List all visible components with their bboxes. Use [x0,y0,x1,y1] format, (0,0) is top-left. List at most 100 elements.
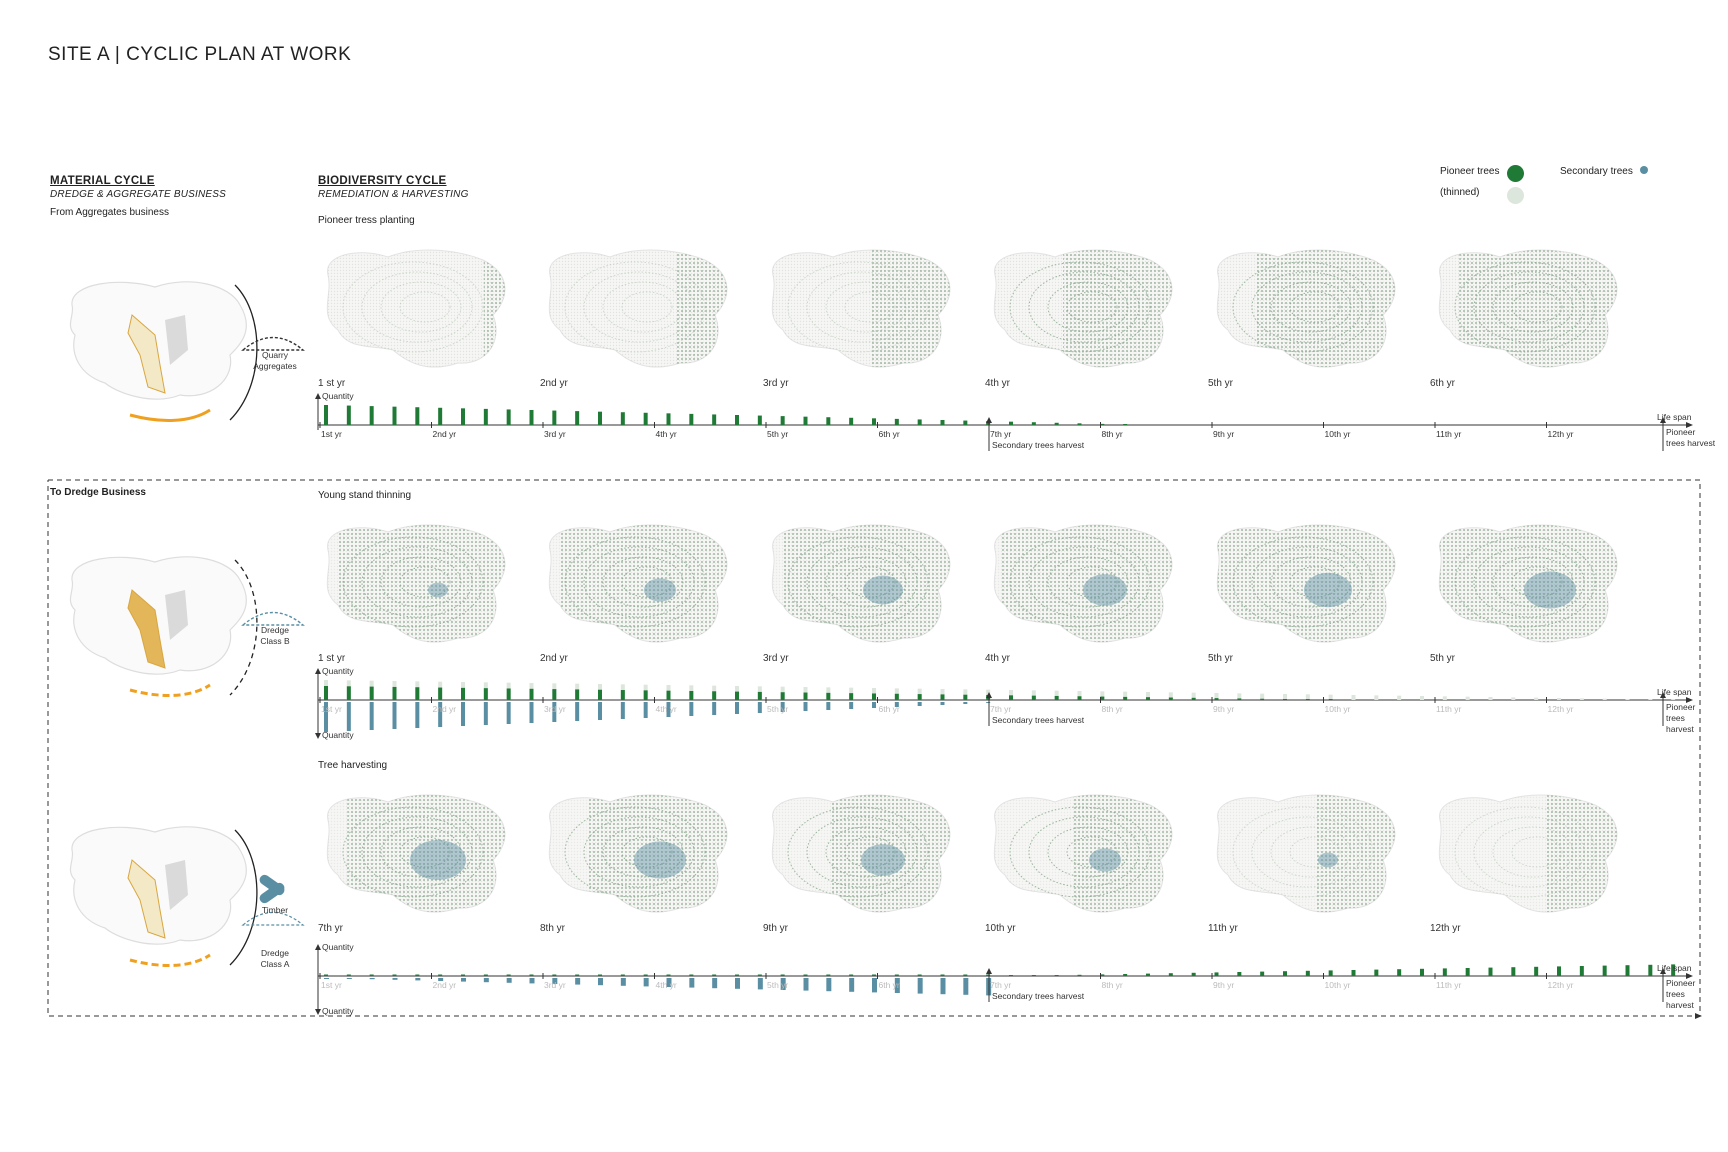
lifespan-label: Life span [1657,963,1692,973]
pioneer-bar [735,691,739,700]
tick-label: 10th yr [1325,704,1351,714]
pioneer-bar [1031,695,1036,700]
pioneer-bar [757,974,762,976]
pioneer-bar [940,694,945,700]
tick-label: 12th yr [1548,980,1574,990]
secondary-bar [392,702,397,729]
pioneer-bar [917,419,922,425]
secondary-bar [552,978,558,984]
secondary-bar [963,978,969,995]
material-cycle-heading: MATERIAL CYCLE [50,175,155,187]
pioneer-bar [1328,970,1333,976]
tick-label: 11th yr [1436,429,1462,439]
pioneer-bar [552,689,557,700]
pioneer-bar [940,420,945,425]
axis-quantity-top: Quantity [322,942,354,952]
pioneer-bar [1237,698,1242,700]
map-year-label: 8th yr [540,923,566,934]
thinned-bar [1671,699,1676,700]
thinned-bar [1420,696,1424,700]
end-harvest-note: Pioneer [1666,427,1696,437]
pioneer-bar [369,406,374,425]
thinned-bar [1579,698,1584,700]
thinned-bar [1214,693,1219,700]
secondary-harvest-note: Secondary trees harvest [992,715,1085,725]
pioneer-bar [483,688,488,700]
site-map [993,524,1173,643]
secondary-harvest-note: Secondary trees harvest [992,991,1085,1001]
thinned-bar [1237,693,1242,700]
thinned-bar [1328,694,1333,700]
pioneer-bar [1351,970,1356,976]
tick-label: 8th yr [1102,429,1123,439]
pioneer-bar [392,686,397,700]
pioneer-bar [1511,967,1516,976]
tick-label: 7th yr [990,980,1011,990]
thinned-bar [1191,692,1196,700]
pioneer-bar [1191,972,1196,976]
legend-pioneer-label: Pioneer trees [1440,166,1500,177]
pioneer-bar [1123,974,1128,976]
axis-quantity-bottom: Quantity [322,1006,354,1016]
map-year-label: 4th yr [985,378,1011,389]
tick-label: 11th yr [1436,704,1462,714]
pioneer-bar [963,694,968,700]
tick-label: 3rd yr [544,429,566,439]
pioneer-bar [1328,699,1333,700]
pioneer-bar [963,974,968,976]
pioneer-bar [1031,975,1036,976]
tick-label: 11th yr [1436,980,1462,990]
pioneer-bar [643,412,648,425]
pioneer-bar [1397,969,1402,976]
secondary-bar [620,702,625,719]
pioneer-bar [1100,974,1105,976]
tick-label: 12th yr [1548,704,1574,714]
map-year-label: 5th yr [1430,653,1456,664]
biodiversity-cycle-heading: BIODIVERSITY CYCLE [318,175,447,187]
pioneer-bar [1602,965,1607,976]
map-year-label: 5th yr [1208,378,1234,389]
thinned-bar [1397,695,1402,700]
map-year-label: 5th yr [1208,653,1234,664]
material-map [69,556,258,697]
stage-label: Tree harvesting [318,760,388,771]
secondary-bar [506,702,511,724]
pioneer-bar [1146,697,1150,700]
map-year-label: 11th yr [1208,923,1238,934]
pioneer-bar [872,418,876,425]
pioneer-bar [552,410,557,425]
pioneer-bar [1214,972,1219,976]
map-year-label: 10th yr [985,923,1016,934]
legend-secondary-label: Secondary trees [1560,166,1633,177]
pioneer-bar [575,974,580,976]
pioneer-bar [1054,695,1059,700]
pioneer-bar [346,686,351,700]
map-year-label: 3rd yr [763,378,789,389]
pioneer-bar [438,974,443,976]
tick-label: 3rd yr [544,704,566,714]
pioneer-bar [415,974,420,976]
pioneer-bar [1305,699,1310,700]
tick-label: 7th yr [990,704,1011,714]
pioneer-bar [986,421,991,425]
thinned-bar [1557,698,1561,700]
pioneer-bar [1168,697,1173,700]
site-map [771,794,951,913]
pioneer-bar [894,418,899,425]
tick-label: 4th yr [656,429,677,439]
site-map [326,249,506,368]
secondary-bar [552,702,557,722]
thinned-bar [1648,699,1653,700]
pioneer-bar [1237,972,1242,976]
pioneer-bar [1077,423,1082,425]
material-item-extra2: Class A [260,959,290,969]
tick-label: 5th yr [767,980,788,990]
pioneer-bar [461,687,465,700]
pioneer-bar [689,413,694,425]
dredge-pile-icon [241,611,305,626]
thinned-bar [1534,697,1539,700]
pioneer-bar [917,974,922,976]
pioneer-bar [1009,975,1013,976]
thinned-bar [1374,695,1379,700]
